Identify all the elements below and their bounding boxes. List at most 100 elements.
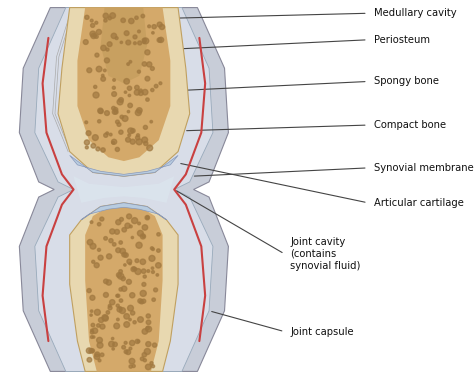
Circle shape <box>117 273 121 277</box>
Circle shape <box>112 92 117 96</box>
Circle shape <box>137 230 143 236</box>
Circle shape <box>103 69 106 72</box>
Circle shape <box>145 216 149 220</box>
Circle shape <box>135 339 139 343</box>
Text: Synovial membrane: Synovial membrane <box>374 163 474 173</box>
Circle shape <box>139 89 142 92</box>
Circle shape <box>128 134 130 136</box>
Circle shape <box>115 229 119 234</box>
Circle shape <box>145 76 150 81</box>
Circle shape <box>109 133 112 136</box>
Circle shape <box>99 109 103 114</box>
Text: Articular cartilage: Articular cartilage <box>374 198 464 208</box>
Circle shape <box>109 300 115 305</box>
Circle shape <box>117 122 121 127</box>
Circle shape <box>98 255 103 260</box>
Circle shape <box>127 214 132 219</box>
Circle shape <box>142 282 146 286</box>
Text: Medullary cavity: Medullary cavity <box>374 8 456 18</box>
Circle shape <box>95 352 100 357</box>
Circle shape <box>117 99 123 105</box>
Circle shape <box>129 225 132 228</box>
Circle shape <box>112 106 116 110</box>
Circle shape <box>142 38 146 42</box>
Circle shape <box>129 340 135 346</box>
Circle shape <box>112 110 117 114</box>
Circle shape <box>146 326 149 330</box>
Circle shape <box>122 116 128 121</box>
Circle shape <box>113 342 117 347</box>
Circle shape <box>84 140 90 145</box>
Circle shape <box>152 298 155 301</box>
Circle shape <box>101 77 106 81</box>
Circle shape <box>142 225 148 230</box>
Circle shape <box>91 323 95 327</box>
Circle shape <box>104 236 108 240</box>
Circle shape <box>108 16 111 20</box>
Circle shape <box>85 121 88 124</box>
Circle shape <box>90 19 93 22</box>
Circle shape <box>104 58 109 63</box>
Circle shape <box>137 340 140 343</box>
Circle shape <box>116 304 119 307</box>
Circle shape <box>122 345 126 349</box>
Circle shape <box>106 132 109 135</box>
Circle shape <box>138 91 143 96</box>
Circle shape <box>109 341 114 347</box>
Circle shape <box>142 329 148 334</box>
Circle shape <box>130 139 135 144</box>
Circle shape <box>143 41 146 44</box>
Circle shape <box>103 13 109 19</box>
Circle shape <box>142 299 146 303</box>
Circle shape <box>137 222 140 225</box>
Circle shape <box>119 308 126 313</box>
Circle shape <box>86 131 91 136</box>
Circle shape <box>90 314 92 316</box>
Circle shape <box>131 128 135 133</box>
Polygon shape <box>70 155 178 176</box>
Circle shape <box>142 89 148 95</box>
Circle shape <box>140 259 146 265</box>
Circle shape <box>91 33 96 39</box>
Circle shape <box>142 352 146 357</box>
Circle shape <box>108 306 112 310</box>
Circle shape <box>97 222 101 226</box>
Circle shape <box>90 243 96 249</box>
Circle shape <box>152 31 154 34</box>
Circle shape <box>135 259 139 263</box>
Circle shape <box>95 35 98 38</box>
Circle shape <box>98 108 103 113</box>
Circle shape <box>138 41 142 45</box>
Circle shape <box>134 268 137 270</box>
Circle shape <box>93 92 99 98</box>
Circle shape <box>128 305 134 311</box>
Circle shape <box>127 63 129 66</box>
Circle shape <box>112 348 114 350</box>
Circle shape <box>119 130 123 134</box>
Circle shape <box>127 279 131 284</box>
Circle shape <box>137 134 139 137</box>
Circle shape <box>142 137 147 143</box>
Circle shape <box>157 22 162 27</box>
Circle shape <box>126 350 131 355</box>
Circle shape <box>124 31 129 36</box>
Circle shape <box>122 252 127 257</box>
Circle shape <box>129 61 132 63</box>
Circle shape <box>154 288 157 292</box>
Text: Periosteum: Periosteum <box>374 35 429 45</box>
Circle shape <box>117 318 119 321</box>
Circle shape <box>140 234 146 239</box>
Text: Spongy bone: Spongy bone <box>374 77 438 86</box>
Circle shape <box>138 299 142 303</box>
Circle shape <box>137 30 140 33</box>
Circle shape <box>124 91 127 93</box>
Circle shape <box>113 78 116 81</box>
Circle shape <box>129 359 135 364</box>
Circle shape <box>155 263 161 268</box>
Circle shape <box>130 311 135 315</box>
Circle shape <box>109 13 116 19</box>
Circle shape <box>151 88 154 92</box>
Circle shape <box>132 218 137 224</box>
Circle shape <box>135 269 141 274</box>
Circle shape <box>124 253 128 257</box>
